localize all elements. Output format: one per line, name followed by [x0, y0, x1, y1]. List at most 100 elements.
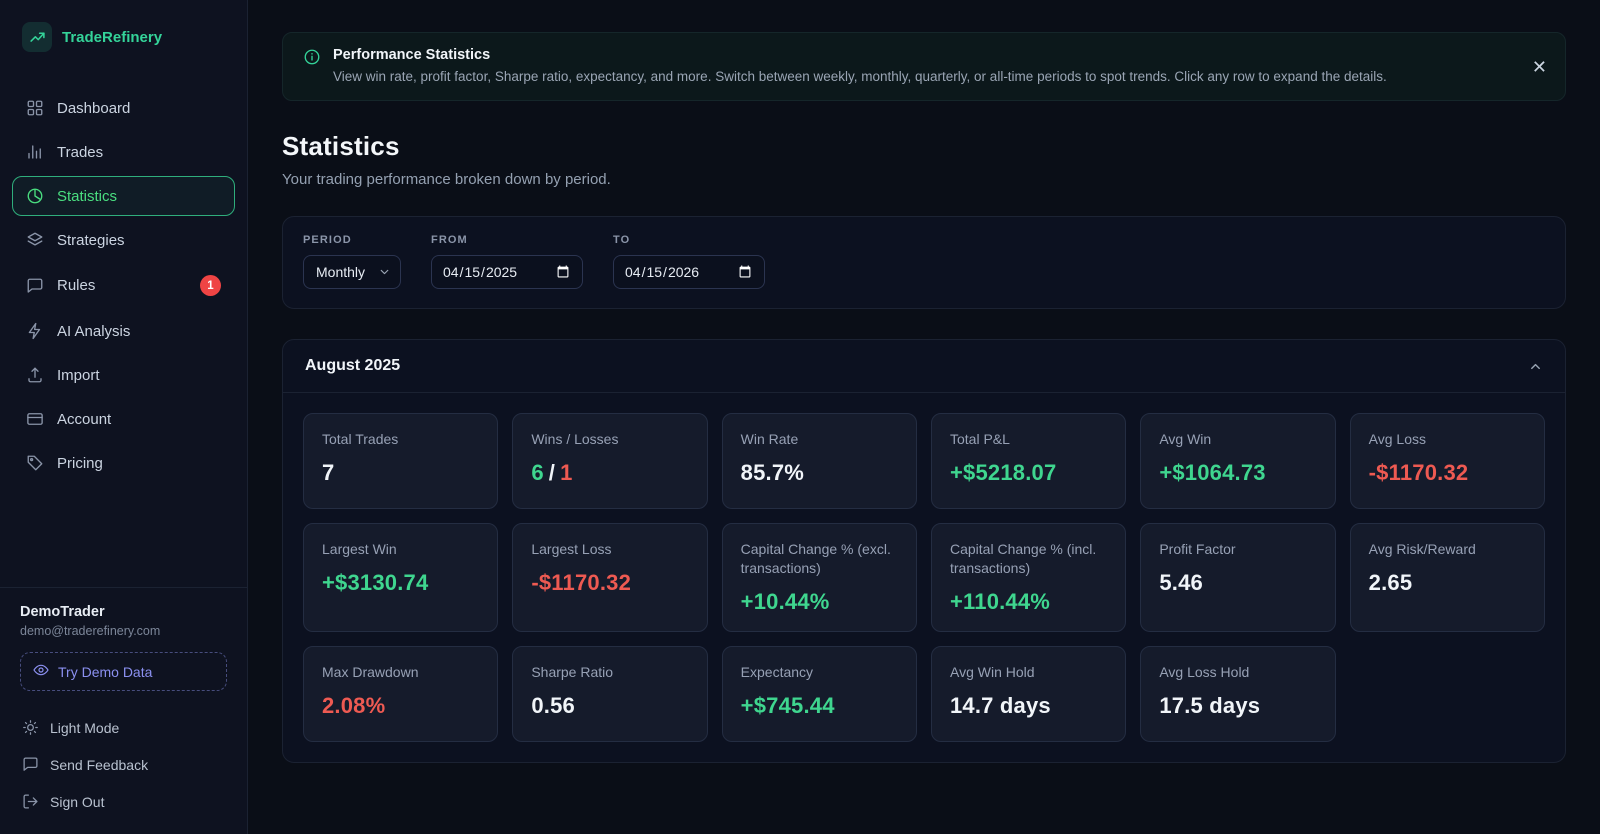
sidebar-item-label: Strategies	[57, 231, 125, 249]
send-feedback-label: Send Feedback	[50, 756, 149, 773]
from-date-input[interactable]	[431, 255, 583, 289]
stat-card-capital-change-excl: Capital Change % (excl. transactions) +1…	[721, 523, 917, 632]
stat-value: 2.65	[1368, 569, 1413, 595]
from-filter-group: FROM	[431, 234, 583, 289]
stat-label: Profit Factor	[1159, 541, 1236, 557]
sidebar-item-label: Trades	[57, 143, 104, 161]
stat-label: Max Drawdown	[322, 663, 419, 680]
stat-card-sharpe-ratio: Sharpe Ratio 0.56	[512, 645, 708, 742]
bar-chart-icon	[26, 143, 44, 161]
stat-value: 6/1	[531, 460, 688, 486]
stat-label: Sharpe Ratio	[531, 663, 614, 680]
sidebar-item-rules[interactable]: Rules 1	[12, 264, 235, 307]
stat-card-largest-win: Largest Win +$3130.74	[303, 523, 499, 632]
main-content: Performance Statistics View win rate, pr…	[248, 0, 1600, 834]
period-filter-label: PERIOD	[303, 234, 352, 246]
stat-card-total-trades: Total Trades 7	[303, 413, 499, 509]
losses-count: 1	[560, 459, 573, 485]
stat-label: Avg Loss	[1368, 431, 1426, 447]
period-section-header[interactable]: August 2025	[283, 340, 1565, 393]
sidebar-item-label: Rules	[57, 277, 96, 294]
credit-card-icon	[26, 410, 44, 428]
sidebar: TradeRefinery Dashboard Trades Statistic…	[0, 0, 248, 834]
sidebar-item-statistics[interactable]: Statistics	[12, 176, 235, 216]
stat-label: Largest Loss	[531, 541, 612, 557]
stat-value: 2.08%	[322, 692, 386, 718]
stat-card-avg-win: Avg Win +$1064.73	[1140, 413, 1336, 509]
stat-value: +$1064.73	[1159, 459, 1266, 485]
stat-card-win-rate: Win Rate 85.7%	[721, 413, 917, 509]
stat-value: +$5218.07	[949, 459, 1057, 485]
sidebar-item-import[interactable]: Import	[12, 355, 235, 395]
sidebar-item-label: Dashboard	[57, 99, 131, 117]
sidebar-item-label: Account	[57, 410, 112, 428]
stat-card-largest-loss: Largest Loss -$1170.32	[512, 523, 708, 632]
sidebar-item-trades[interactable]: Trades	[12, 132, 235, 172]
filter-bar: PERIOD Monthly FROM TO	[282, 216, 1566, 309]
sidebar-item-label: AI Analysis	[57, 322, 131, 340]
feedback-chat-icon	[22, 756, 39, 773]
pie-chart-icon	[26, 187, 44, 205]
sidebar-item-strategies[interactable]: Strategies	[12, 220, 235, 260]
brand-name: TradeRefinery	[62, 28, 163, 46]
wins-losses-separator: /	[548, 459, 556, 485]
stat-card-profit-factor: Profit Factor 5.46	[1140, 523, 1336, 632]
sign-out-icon	[22, 793, 39, 810]
user-block: DemoTrader demo@traderefinery.com Try De…	[0, 587, 247, 707]
bolt-icon	[26, 322, 44, 340]
eye-icon	[33, 662, 49, 681]
stat-label: Avg Win	[1159, 431, 1212, 447]
brand: TradeRefinery	[0, 0, 247, 62]
sidebar-footer: Light Mode Send Feedback Sign Out	[0, 707, 247, 834]
wins-count: 6	[531, 459, 544, 485]
stat-card-avg-win-hold: Avg Win Hold 14.7 days	[930, 645, 1127, 742]
stats-grid: Total Trades 7 Wins / Losses 6/1 Win Rat…	[283, 393, 1565, 762]
page-subtitle: Your trading performance broken down by …	[282, 171, 611, 188]
page-title: Statistics	[282, 131, 400, 161]
stat-label: Capital Change % (incl. transactions)	[949, 541, 1097, 576]
send-feedback-button[interactable]: Send Feedback	[20, 746, 227, 783]
stat-card-capital-change-incl: Capital Change % (incl. transactions) +1…	[930, 523, 1127, 632]
brand-logo-icon	[22, 22, 52, 52]
to-filter-label: TO	[613, 234, 631, 246]
stat-label: Expectancy	[740, 663, 814, 680]
user-email: demo@traderefinery.com	[20, 624, 161, 638]
tag-icon	[26, 454, 44, 472]
light-mode-toggle[interactable]: Light Mode	[20, 709, 227, 746]
stat-label: Wins / Losses	[531, 431, 619, 447]
period-section-title: August 2025	[305, 357, 401, 374]
try-demo-data-button[interactable]: Try Demo Data	[20, 652, 227, 691]
sidebar-item-account[interactable]: Account	[12, 399, 235, 439]
stat-label: Win Rate	[740, 431, 799, 447]
stat-label: Avg Loss Hold	[1159, 663, 1250, 680]
sign-out-button[interactable]: Sign Out	[20, 783, 227, 820]
sidebar-item-ai-analysis[interactable]: AI Analysis	[12, 311, 235, 351]
from-filter-label: FROM	[431, 234, 468, 246]
to-filter-group: TO	[613, 234, 765, 289]
rules-badge: 1	[200, 275, 221, 296]
stat-value: +$745.44	[740, 692, 835, 718]
stat-card-avg-loss-hold: Avg Loss Hold 17.5 days	[1140, 645, 1336, 742]
stat-label: Largest Win	[322, 541, 397, 557]
sidebar-item-pricing[interactable]: Pricing	[12, 443, 235, 483]
sidebar-item-dashboard[interactable]: Dashboard	[12, 88, 235, 128]
chevron-up-icon[interactable]	[1528, 359, 1543, 374]
upload-icon	[26, 366, 44, 384]
stat-card-total-pnl: Total P&L +$5218.07	[930, 413, 1127, 509]
to-date-input[interactable]	[613, 255, 765, 289]
stat-label: Avg Risk/Reward	[1368, 541, 1476, 557]
light-mode-label: Light Mode	[50, 719, 120, 736]
stat-card-avg-risk-reward: Avg Risk/Reward 2.65	[1349, 523, 1545, 632]
info-icon	[303, 48, 321, 84]
banner-title: Performance Statistics	[333, 47, 491, 63]
stat-value: 7	[322, 459, 335, 485]
close-icon[interactable]: ✕	[1531, 56, 1547, 77]
stat-value: 14.7 days	[949, 692, 1051, 718]
stat-label: Avg Win Hold	[949, 663, 1035, 680]
sidebar-nav: Dashboard Trades Statistics Strategies R…	[0, 62, 247, 495]
period-select[interactable]: Monthly	[303, 255, 401, 289]
sidebar-item-label: Import	[57, 366, 100, 384]
sidebar-item-label: Pricing	[57, 454, 103, 472]
user-name: DemoTrader	[20, 604, 105, 620]
sun-icon	[22, 719, 39, 736]
